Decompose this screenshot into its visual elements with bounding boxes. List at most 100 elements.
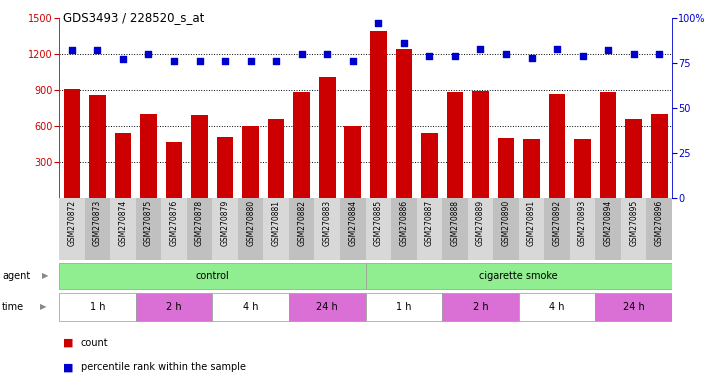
Text: GSM270885: GSM270885 bbox=[373, 200, 383, 246]
Bar bbox=[570, 198, 596, 260]
Bar bbox=[442, 293, 519, 321]
Bar bbox=[140, 114, 156, 198]
Point bbox=[398, 40, 410, 46]
Bar bbox=[217, 137, 234, 198]
Text: control: control bbox=[195, 271, 229, 281]
Bar bbox=[366, 198, 391, 260]
Text: GSM270878: GSM270878 bbox=[195, 200, 204, 246]
Point bbox=[628, 51, 640, 57]
Bar bbox=[84, 198, 110, 260]
Bar bbox=[289, 293, 366, 321]
Text: GSM270887: GSM270887 bbox=[425, 200, 434, 246]
Text: count: count bbox=[81, 338, 108, 348]
Bar bbox=[544, 198, 570, 260]
Bar bbox=[370, 31, 386, 198]
Point bbox=[322, 51, 333, 57]
Bar bbox=[596, 198, 621, 260]
Text: ▶: ▶ bbox=[42, 271, 48, 280]
Point bbox=[118, 56, 129, 63]
Bar bbox=[340, 198, 366, 260]
Bar bbox=[497, 138, 514, 198]
Point bbox=[347, 58, 358, 64]
Text: 4 h: 4 h bbox=[549, 302, 565, 312]
Text: GSM270892: GSM270892 bbox=[552, 200, 562, 246]
Text: 4 h: 4 h bbox=[243, 302, 258, 312]
Bar bbox=[549, 94, 565, 198]
Bar bbox=[468, 198, 493, 260]
Point bbox=[245, 58, 257, 64]
Text: GSM270881: GSM270881 bbox=[272, 200, 280, 246]
Text: GSM270890: GSM270890 bbox=[502, 200, 510, 246]
Text: ▶: ▶ bbox=[40, 303, 46, 311]
Text: 24 h: 24 h bbox=[623, 302, 645, 312]
Text: GSM270876: GSM270876 bbox=[169, 200, 179, 246]
Text: time: time bbox=[2, 302, 25, 312]
Bar bbox=[63, 89, 80, 198]
Bar bbox=[621, 198, 647, 260]
Text: GSM270888: GSM270888 bbox=[451, 200, 459, 246]
Point bbox=[424, 53, 435, 59]
Bar bbox=[268, 119, 285, 198]
Text: GSM270874: GSM270874 bbox=[118, 200, 128, 246]
Bar bbox=[242, 126, 259, 198]
Bar bbox=[366, 293, 442, 321]
Point bbox=[296, 51, 307, 57]
Point bbox=[219, 58, 231, 64]
Text: GSM270896: GSM270896 bbox=[655, 200, 664, 246]
Text: GSM270891: GSM270891 bbox=[527, 200, 536, 246]
Point bbox=[168, 58, 180, 64]
Bar bbox=[59, 293, 136, 321]
Bar bbox=[366, 263, 672, 290]
Bar bbox=[212, 198, 238, 260]
Point bbox=[373, 20, 384, 26]
Text: GSM270883: GSM270883 bbox=[323, 200, 332, 246]
Bar bbox=[493, 198, 519, 260]
Bar bbox=[523, 139, 540, 198]
Bar bbox=[59, 198, 84, 260]
Text: GSM270875: GSM270875 bbox=[144, 200, 153, 246]
Text: GSM270895: GSM270895 bbox=[629, 200, 638, 246]
Text: percentile rank within the sample: percentile rank within the sample bbox=[81, 362, 246, 372]
Text: GSM270873: GSM270873 bbox=[93, 200, 102, 246]
Bar bbox=[596, 293, 672, 321]
Bar bbox=[314, 198, 340, 260]
Text: GSM270893: GSM270893 bbox=[578, 200, 587, 246]
Text: 1 h: 1 h bbox=[396, 302, 412, 312]
Text: ■: ■ bbox=[63, 362, 74, 372]
Text: GSM270880: GSM270880 bbox=[246, 200, 255, 246]
Bar bbox=[625, 119, 642, 198]
Point bbox=[526, 55, 537, 61]
Bar bbox=[162, 198, 187, 260]
Text: 24 h: 24 h bbox=[317, 302, 338, 312]
Bar bbox=[651, 114, 668, 198]
Bar bbox=[519, 293, 596, 321]
Point bbox=[474, 46, 486, 52]
Bar bbox=[89, 95, 106, 198]
Bar bbox=[417, 198, 442, 260]
Bar bbox=[519, 198, 544, 260]
Text: ■: ■ bbox=[63, 338, 74, 348]
Text: GDS3493 / 228520_s_at: GDS3493 / 228520_s_at bbox=[63, 12, 204, 25]
Bar bbox=[187, 198, 212, 260]
Point bbox=[552, 46, 563, 52]
Text: GSM270889: GSM270889 bbox=[476, 200, 485, 246]
Point bbox=[270, 58, 282, 64]
Text: cigarette smoke: cigarette smoke bbox=[479, 271, 558, 281]
Point bbox=[653, 51, 665, 57]
Point bbox=[194, 58, 205, 64]
Text: 2 h: 2 h bbox=[167, 302, 182, 312]
Point bbox=[577, 53, 588, 59]
Text: GSM270884: GSM270884 bbox=[348, 200, 358, 246]
Text: agent: agent bbox=[2, 271, 30, 281]
Bar bbox=[446, 93, 463, 198]
Bar bbox=[166, 142, 182, 198]
Point bbox=[449, 53, 461, 59]
Point bbox=[143, 51, 154, 57]
Text: 1 h: 1 h bbox=[89, 302, 105, 312]
Text: GSM270894: GSM270894 bbox=[603, 200, 613, 246]
Bar bbox=[345, 126, 361, 198]
Bar bbox=[115, 132, 131, 198]
Bar bbox=[191, 115, 208, 198]
Bar bbox=[472, 91, 489, 198]
Bar bbox=[238, 198, 263, 260]
